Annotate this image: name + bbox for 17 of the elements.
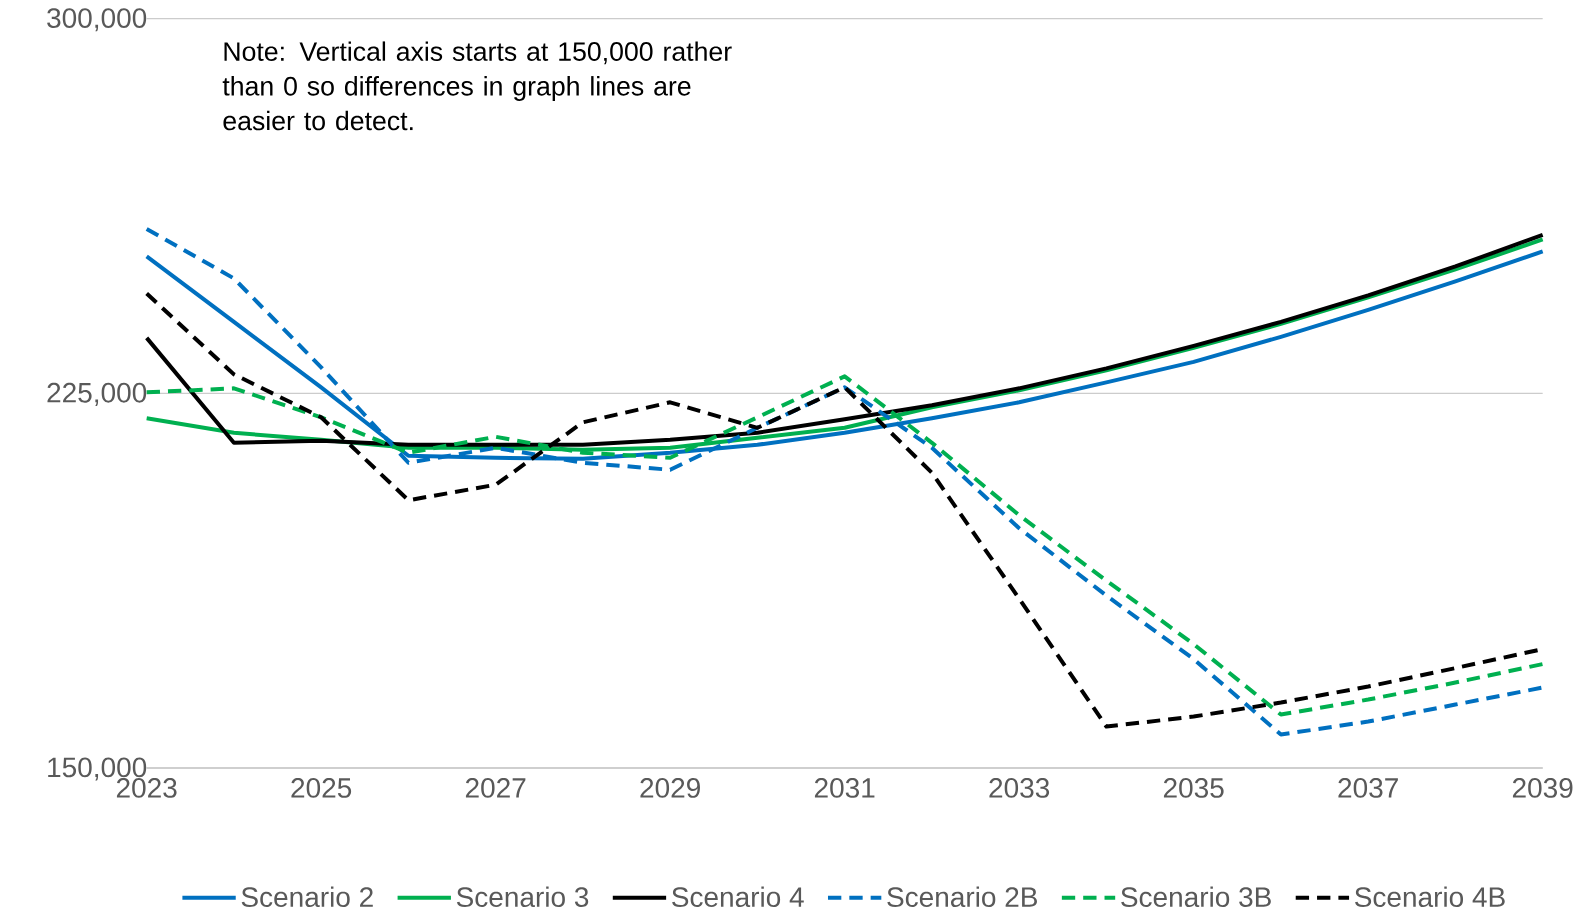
y-tick-label: 300,000 [47,8,147,32]
legend-label: Scenario 4 [672,886,804,908]
legend-label: Scenario 4B [1355,886,1505,908]
x-tick-label: 2027 [465,778,526,798]
legend-label: Scenario 3 [456,886,589,908]
x-tick-label: 2037 [1338,778,1398,798]
legend-label: Scenario 2 [241,886,373,908]
legend-label: Scenario 2B [887,886,1037,908]
annotation: Note: Vertical axis starts at 150,000 rather than 0 so differences in graph lines are easier to detect. [222,41,732,131]
x-tick-label: 2029 [640,778,700,798]
legend-label: Scenario 3B [1121,886,1271,908]
x-tick-label: 2025 [291,778,352,798]
x-tick-label: 2031 [814,778,875,798]
x-tick-label: 2039 [1512,778,1573,798]
y-tick-label: 225,000 [47,382,147,406]
x-tick-label: 2035 [1163,778,1224,798]
x-tick-label: 2033 [989,778,1050,798]
